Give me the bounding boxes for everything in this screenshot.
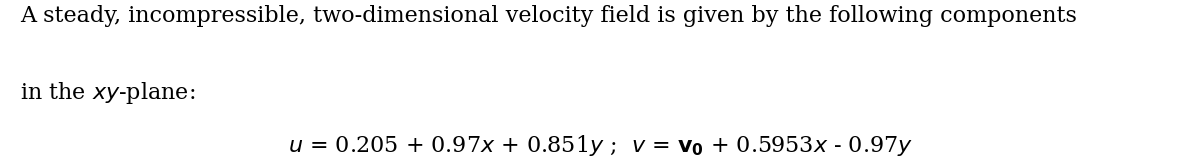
Text: in the $\mathit{xy}$-plane:: in the $\mathit{xy}$-plane: [20,80,196,106]
Text: $\mathit{u}$ = 0.205 + 0.97$\mathit{x}$ + 0.851$\mathit{y}$ ;  $\mathit{v}$ = $\: $\mathit{u}$ = 0.205 + 0.97$\mathit{x}$ … [288,133,912,158]
Text: A steady, incompressible, two-dimensional velocity field is given by the followi: A steady, incompressible, two-dimensiona… [20,5,1078,27]
